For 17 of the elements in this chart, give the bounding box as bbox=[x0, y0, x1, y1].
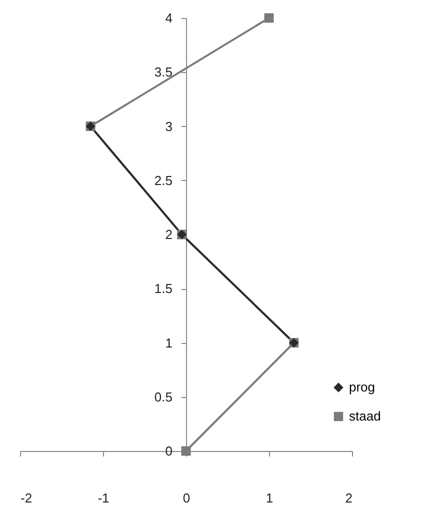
y-tick-label: 0.5 bbox=[154, 389, 172, 404]
x-tick-label: -1 bbox=[98, 490, 110, 506]
y-tick-label: 1.5 bbox=[154, 281, 172, 296]
legend-label: prog bbox=[349, 380, 376, 394]
y-tick-label: 4 bbox=[165, 10, 172, 26]
y-tick-label: 2.5 bbox=[154, 172, 172, 188]
x-tick-label: 0 bbox=[182, 490, 190, 506]
x-tick-label: -2 bbox=[20, 490, 32, 506]
y-tick-label: 0 bbox=[165, 444, 172, 458]
y-tick-label: 3 bbox=[165, 118, 172, 134]
y-tick-label: 3.5 bbox=[154, 64, 172, 80]
legend-label: staad bbox=[349, 408, 381, 424]
x-tick-label: 1 bbox=[266, 490, 274, 506]
x-tick-label: 2 bbox=[345, 490, 352, 506]
point bbox=[264, 13, 274, 23]
y-tick-label: 1 bbox=[165, 335, 172, 350]
y-tick-label: 2 bbox=[165, 227, 172, 242]
